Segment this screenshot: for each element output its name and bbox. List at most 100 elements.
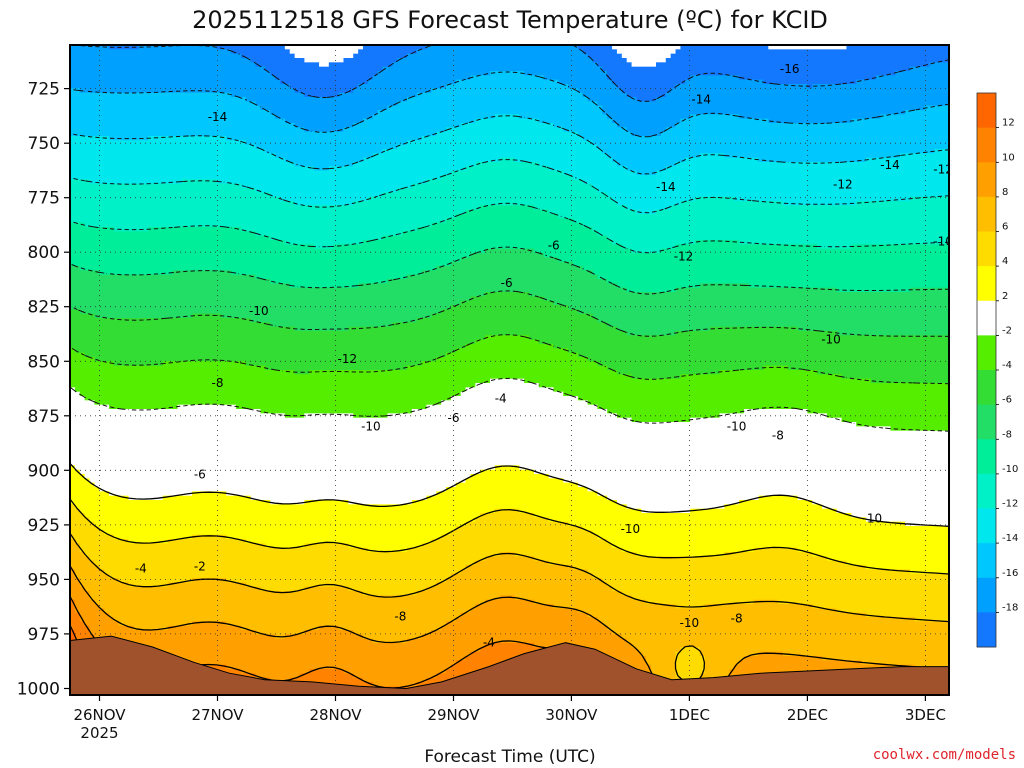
temperature-cell xyxy=(568,305,949,310)
temperature-cell xyxy=(699,647,949,653)
temperature-cell xyxy=(74,539,130,544)
temperature-cell xyxy=(70,326,296,332)
temperature-cell xyxy=(514,552,638,557)
temperature-cell xyxy=(582,49,618,55)
temperature-cell xyxy=(460,257,559,263)
temperature-cell xyxy=(865,517,949,523)
temperature-cell xyxy=(607,365,765,371)
temperature-cell xyxy=(387,413,618,419)
y-tick-label: 925 xyxy=(28,516,60,536)
temperature-cell xyxy=(626,92,667,98)
temperature-cell xyxy=(865,157,949,163)
temperature-cell xyxy=(363,118,476,124)
temperature-cell xyxy=(548,474,949,479)
colorbar-bin xyxy=(977,370,996,406)
colorbar-tick-label: -6 xyxy=(1002,395,1012,406)
temperature-cell xyxy=(675,660,706,666)
temperature-cell xyxy=(553,344,949,349)
temperature-cell xyxy=(397,101,598,107)
contour-line xyxy=(70,377,949,432)
temperature-cell xyxy=(592,313,949,319)
colorbar-bin xyxy=(977,473,996,509)
temperature-cell xyxy=(94,313,193,319)
temperature-cell xyxy=(568,348,949,354)
contour-label: -10 xyxy=(621,522,641,536)
temperature-cell xyxy=(221,313,432,319)
temperature-cell xyxy=(70,500,271,505)
temperature-cell xyxy=(240,227,418,232)
temperature-cell xyxy=(304,58,345,63)
temperature-cell xyxy=(592,573,949,579)
colorbar-tick-label: -18 xyxy=(1002,602,1018,613)
temperature-cell xyxy=(348,543,423,549)
temperature-cell xyxy=(612,45,682,50)
temperature-cell xyxy=(699,673,730,679)
temperature-cell xyxy=(353,53,408,59)
temperature-cell xyxy=(436,582,608,588)
temperature-cell xyxy=(353,673,437,679)
temperature-cell xyxy=(656,209,949,215)
temperature-cell xyxy=(70,188,257,193)
temperature-cell xyxy=(553,300,949,306)
temperature-cell xyxy=(592,270,949,276)
temperature-cell xyxy=(572,261,949,267)
temperature-cell xyxy=(70,586,86,592)
temperature-cell xyxy=(656,170,949,176)
temperature-cell xyxy=(70,569,76,575)
temperature-cell xyxy=(519,508,642,514)
temperature-cell xyxy=(328,62,393,68)
colorbar-bin xyxy=(977,127,996,163)
y-tick-label: 775 xyxy=(28,189,60,209)
temperature-cell xyxy=(382,66,603,72)
temperature-cell xyxy=(353,630,432,635)
temperature-cell xyxy=(670,88,949,94)
temperature-cell xyxy=(70,209,467,215)
temperature-cell xyxy=(70,92,232,98)
temperature-cell xyxy=(245,582,437,588)
temperature-cell xyxy=(441,175,574,180)
temperature-cell xyxy=(475,560,550,566)
temperature-cell xyxy=(99,604,476,609)
temperature-cell xyxy=(724,504,823,510)
temperature-cell xyxy=(607,153,701,159)
temperature-cell xyxy=(74,599,96,605)
temperature-cell xyxy=(626,504,725,510)
temperature-cell xyxy=(70,170,452,176)
temperature-cell xyxy=(822,656,949,661)
temperature-cell xyxy=(743,409,808,414)
temperature-cell xyxy=(70,456,949,462)
temperature-cell xyxy=(70,348,76,354)
temperature-cell xyxy=(70,105,262,111)
temperature-cell xyxy=(636,209,657,215)
temperature-cell xyxy=(670,53,949,59)
temperature-cell xyxy=(436,266,584,271)
temperature-cell xyxy=(616,283,701,289)
temperature-cell xyxy=(70,283,291,289)
colorbar-bin xyxy=(977,300,996,336)
temperature-cell xyxy=(70,426,891,432)
contour-label: -10 xyxy=(933,234,953,248)
temperature-cell xyxy=(70,244,315,250)
temperature-cell xyxy=(84,396,452,401)
temperature-cell xyxy=(109,45,139,50)
temperature-cell xyxy=(607,539,949,544)
temperature-cell xyxy=(358,84,447,89)
temperature-cell xyxy=(70,123,296,128)
temperature-cell xyxy=(70,469,81,475)
temperature-cell xyxy=(304,127,345,133)
temperature-cell xyxy=(494,465,520,471)
temperature-cell xyxy=(465,344,555,349)
contour-label: -10 xyxy=(821,333,841,347)
temperature-cell xyxy=(426,586,613,592)
temperature-cell xyxy=(538,162,618,167)
temperature-cell xyxy=(226,136,423,141)
temperature-cell xyxy=(284,118,364,124)
temperature-cell xyxy=(284,45,364,50)
temperature-cell xyxy=(128,582,169,588)
temperature-cell xyxy=(699,651,760,657)
temperature-cell xyxy=(79,582,130,588)
temperature-cell xyxy=(450,305,569,310)
temperature-cell xyxy=(70,166,315,172)
temperature-cell xyxy=(406,365,608,371)
temperature-cell xyxy=(70,309,81,315)
